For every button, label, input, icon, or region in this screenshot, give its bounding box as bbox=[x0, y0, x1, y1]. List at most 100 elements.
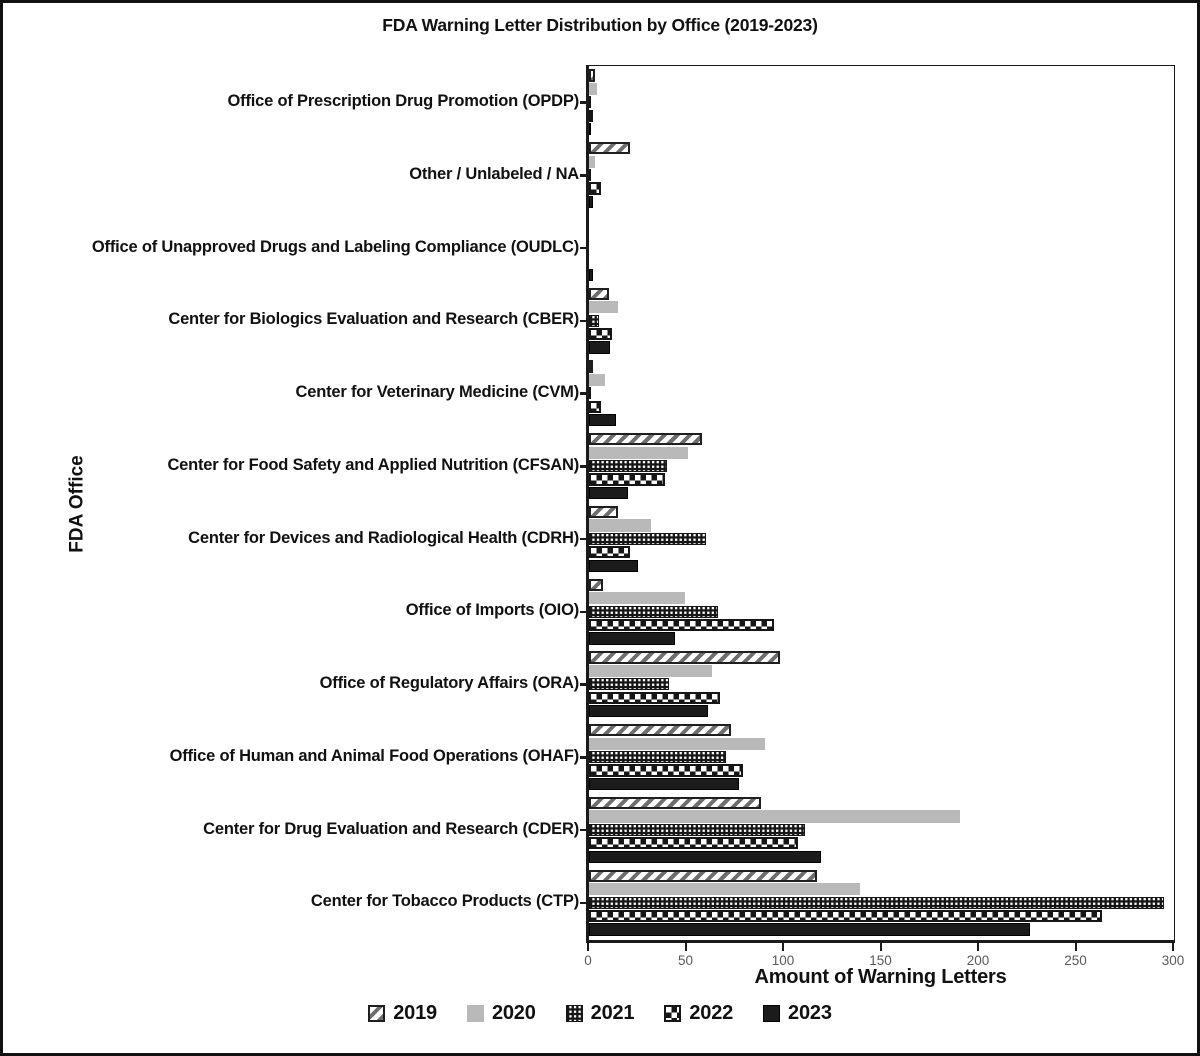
category-row bbox=[580, 212, 1174, 285]
bar-2021 bbox=[589, 896, 1165, 909]
bar-2021 bbox=[589, 678, 669, 691]
category-row bbox=[580, 866, 1174, 939]
legend-swatch-solid-light-gray bbox=[466, 1005, 484, 1022]
bar-2023 bbox=[589, 414, 617, 427]
bar-2022 bbox=[589, 473, 666, 486]
bar-2019 bbox=[589, 578, 603, 591]
category-row bbox=[580, 139, 1174, 212]
bar-2019 bbox=[589, 287, 609, 300]
legend-item-2021: 2021 bbox=[565, 1002, 635, 1025]
category-label: Center for Devices and Radiological Heal… bbox=[188, 528, 579, 547]
category-label: Office of Regulatory Affairs (ORA) bbox=[319, 674, 580, 693]
legend: 2019 2020 2021 2022 2023 bbox=[3, 1002, 1197, 1025]
bar-2023 bbox=[589, 268, 593, 281]
legend-swatch-checkerboard bbox=[664, 1005, 682, 1022]
legend-label: 2022 bbox=[689, 1002, 734, 1024]
bar-2021 bbox=[589, 460, 667, 473]
bar-2022 bbox=[589, 764, 744, 777]
bar-2020 bbox=[589, 82, 597, 96]
bar-2023 bbox=[589, 486, 628, 499]
category-row bbox=[580, 66, 1174, 139]
legend-label: 2023 bbox=[788, 1002, 832, 1024]
x-tick-label: 200 bbox=[966, 953, 990, 968]
legend-item-2020: 2020 bbox=[466, 1002, 536, 1025]
category-label: Office of Unapproved Drugs and Labeling … bbox=[91, 237, 579, 256]
category-row bbox=[580, 575, 1174, 648]
y-tick-mark bbox=[580, 101, 589, 104]
category-row bbox=[580, 503, 1174, 576]
y-tick-mark bbox=[580, 465, 589, 468]
bar-2020 bbox=[589, 373, 605, 387]
bar-2023 bbox=[589, 195, 593, 208]
legend-label: 2020 bbox=[491, 1002, 536, 1024]
bars-container bbox=[580, 66, 1174, 940]
bar-2022 bbox=[589, 400, 601, 413]
bar-2022 bbox=[589, 837, 798, 850]
bar-2019 bbox=[589, 360, 593, 373]
bar-2023 bbox=[589, 777, 740, 790]
bar-2020 bbox=[589, 737, 765, 750]
bar-2021 bbox=[589, 751, 726, 764]
bar-2020 bbox=[589, 664, 712, 678]
x-tick-mark bbox=[977, 943, 979, 951]
y-tick-mark bbox=[580, 683, 589, 686]
bar-2019 bbox=[589, 505, 619, 519]
bar-2020 bbox=[589, 883, 861, 896]
y-tick-mark bbox=[580, 901, 589, 905]
bar-2021 bbox=[589, 823, 806, 836]
y-tick-mark bbox=[580, 610, 589, 614]
bar-2020 bbox=[589, 446, 689, 459]
x-tick-label: 50 bbox=[677, 953, 694, 968]
bar-2021 bbox=[589, 532, 706, 545]
bar-2019 bbox=[589, 433, 703, 446]
y-tick-mark bbox=[580, 392, 589, 395]
x-tick-label: 100 bbox=[771, 953, 795, 968]
y-tick-mark bbox=[580, 246, 589, 250]
bar-2022 bbox=[589, 546, 630, 559]
x-tick-label: 250 bbox=[1064, 953, 1087, 968]
y-tick-mark bbox=[580, 828, 589, 832]
bar-2021 bbox=[589, 314, 599, 327]
bar-2021 bbox=[589, 96, 591, 109]
legend-label: 2019 bbox=[393, 1002, 437, 1024]
category-label: Center for Veterinary Medicine (CVM) bbox=[295, 383, 580, 402]
bar-2019 bbox=[589, 142, 630, 155]
category-label: Center for Biologics Evaluation and Rese… bbox=[168, 310, 579, 329]
plot-area bbox=[580, 65, 1175, 943]
bar-2023 bbox=[589, 923, 1030, 936]
bar-2019 bbox=[589, 796, 761, 810]
category-row bbox=[580, 648, 1174, 721]
legend-swatch-solid-black bbox=[763, 1005, 781, 1022]
x-axis-title: Amount of Warning Letters bbox=[754, 966, 1007, 988]
bar-2022 bbox=[589, 182, 601, 195]
bar-2022 bbox=[589, 909, 1102, 923]
x-tick-mark bbox=[587, 943, 589, 951]
category-label: Center for Drug Evaluation and Research … bbox=[203, 819, 579, 838]
bar-2023 bbox=[589, 123, 591, 136]
legend-swatch-dense-checker bbox=[565, 1005, 583, 1022]
bar-2021 bbox=[589, 387, 591, 400]
bar-2023 bbox=[589, 341, 611, 354]
bar-2022 bbox=[589, 618, 775, 632]
y-tick-mark bbox=[580, 319, 589, 323]
x-tick-label: 0 bbox=[584, 953, 592, 968]
bar-2020 bbox=[589, 519, 652, 532]
x-tick-mark bbox=[1172, 943, 1174, 951]
bar-2022 bbox=[589, 327, 613, 341]
category-row bbox=[580, 430, 1174, 503]
category-row bbox=[580, 357, 1174, 430]
y-tick-mark bbox=[580, 537, 589, 541]
bar-2020 bbox=[589, 592, 685, 605]
x-tick-mark bbox=[1074, 943, 1077, 951]
category-label: Office of Prescription Drug Promotion (O… bbox=[227, 92, 580, 111]
x-tick-label: 150 bbox=[869, 953, 892, 968]
category-row bbox=[580, 721, 1174, 794]
bar-2023 bbox=[589, 559, 638, 572]
bar-2019 bbox=[589, 651, 781, 664]
bar-2022 bbox=[589, 691, 720, 704]
bar-2020 bbox=[589, 155, 595, 168]
legend-swatch-diagonal-hatch bbox=[368, 1005, 386, 1022]
legend-item-2019: 2019 bbox=[368, 1002, 437, 1025]
legend-label: 2021 bbox=[590, 1002, 635, 1024]
